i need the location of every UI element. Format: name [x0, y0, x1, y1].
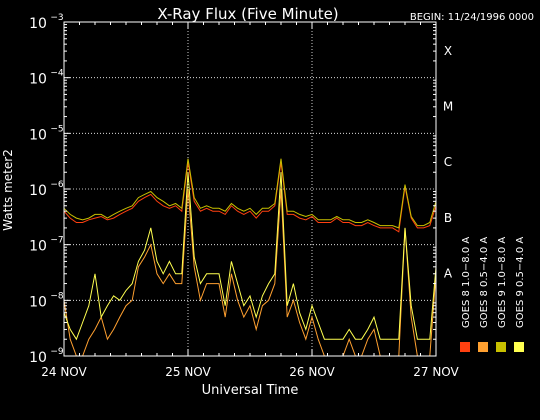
flare-class-label: A: [444, 267, 453, 281]
y-axis: 10−910−810−710−610−510−410−3: [29, 13, 436, 366]
x-tick-label: 27 NOV: [413, 365, 459, 379]
y-tick-label-power: −3: [50, 13, 63, 23]
y-tick-label-base: 10: [29, 127, 47, 143]
y-tick-label-base: 10: [29, 239, 47, 255]
y-tick-label-power: −7: [50, 236, 63, 246]
y-tick-label-power: −5: [50, 124, 63, 134]
flare-class-label: X: [444, 44, 452, 58]
chart-title: X-Ray Flux (Five Minute): [157, 5, 338, 23]
begin-label: BEGIN: 11/24/1996 0000: [410, 12, 534, 23]
y-tick-label-base: 10: [29, 183, 47, 199]
legend: GOES 8 1.0−8.0 A GOES 8 0.5−4.0 A GOES 9 1…: [460, 237, 526, 352]
x-tick-label: 25 NOV: [165, 365, 211, 379]
series-group: [63, 158, 437, 357]
legend-swatch: [478, 342, 488, 352]
flare-class-axis: X M C B A: [443, 44, 453, 281]
legend-swatch: [460, 342, 470, 352]
flare-class-label: B: [444, 211, 452, 225]
y-tick-label-base: 10: [29, 350, 47, 366]
legend-swatch: [496, 342, 506, 352]
series-line-2: [63, 158, 437, 229]
legend-label: GOES 8 1.0−8.0 A: [461, 237, 472, 328]
legend-label: GOES 8 0.5−4.0 A: [479, 237, 490, 328]
series-line-1: [63, 188, 437, 357]
y-tick-label-base: 10: [29, 294, 47, 310]
flare-class-label: C: [444, 155, 452, 169]
y-tick-label-base: 10: [29, 16, 47, 32]
x-tick-label: 24 NOV: [41, 365, 87, 379]
y-tick-label-base: 10: [29, 72, 47, 88]
x-tick-label: 26 NOV: [289, 365, 335, 379]
y-axis-label: Watts meter2: [1, 149, 15, 231]
y-tick-label-power: −6: [50, 180, 64, 190]
legend-swatch: [514, 342, 524, 352]
y-tick-label-power: −9: [50, 347, 64, 357]
legend-label: GOES 9 1.0−8.0 A: [497, 237, 508, 328]
series-line-0: [63, 162, 437, 233]
y-tick-label-power: −4: [50, 69, 64, 79]
legend-label: GOES 9 0.5−4.0 A: [515, 237, 526, 328]
grid-lines: [64, 22, 436, 356]
x-axis-label: Universal Time: [202, 383, 299, 398]
series-line-3: [63, 172, 437, 341]
flare-class-label: M: [443, 100, 453, 114]
x-axis: 24 NOV 25 NOV 26 NOV 27 NOV: [41, 22, 460, 379]
y-tick-label-power: −8: [50, 291, 64, 301]
